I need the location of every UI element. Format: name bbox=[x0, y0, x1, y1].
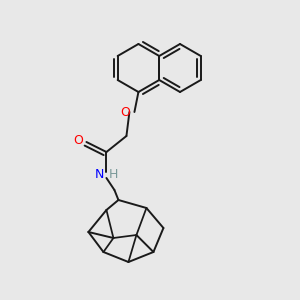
Text: N: N bbox=[95, 167, 104, 181]
Text: H: H bbox=[109, 167, 118, 181]
Text: O: O bbox=[121, 106, 130, 118]
Text: O: O bbox=[74, 134, 83, 146]
